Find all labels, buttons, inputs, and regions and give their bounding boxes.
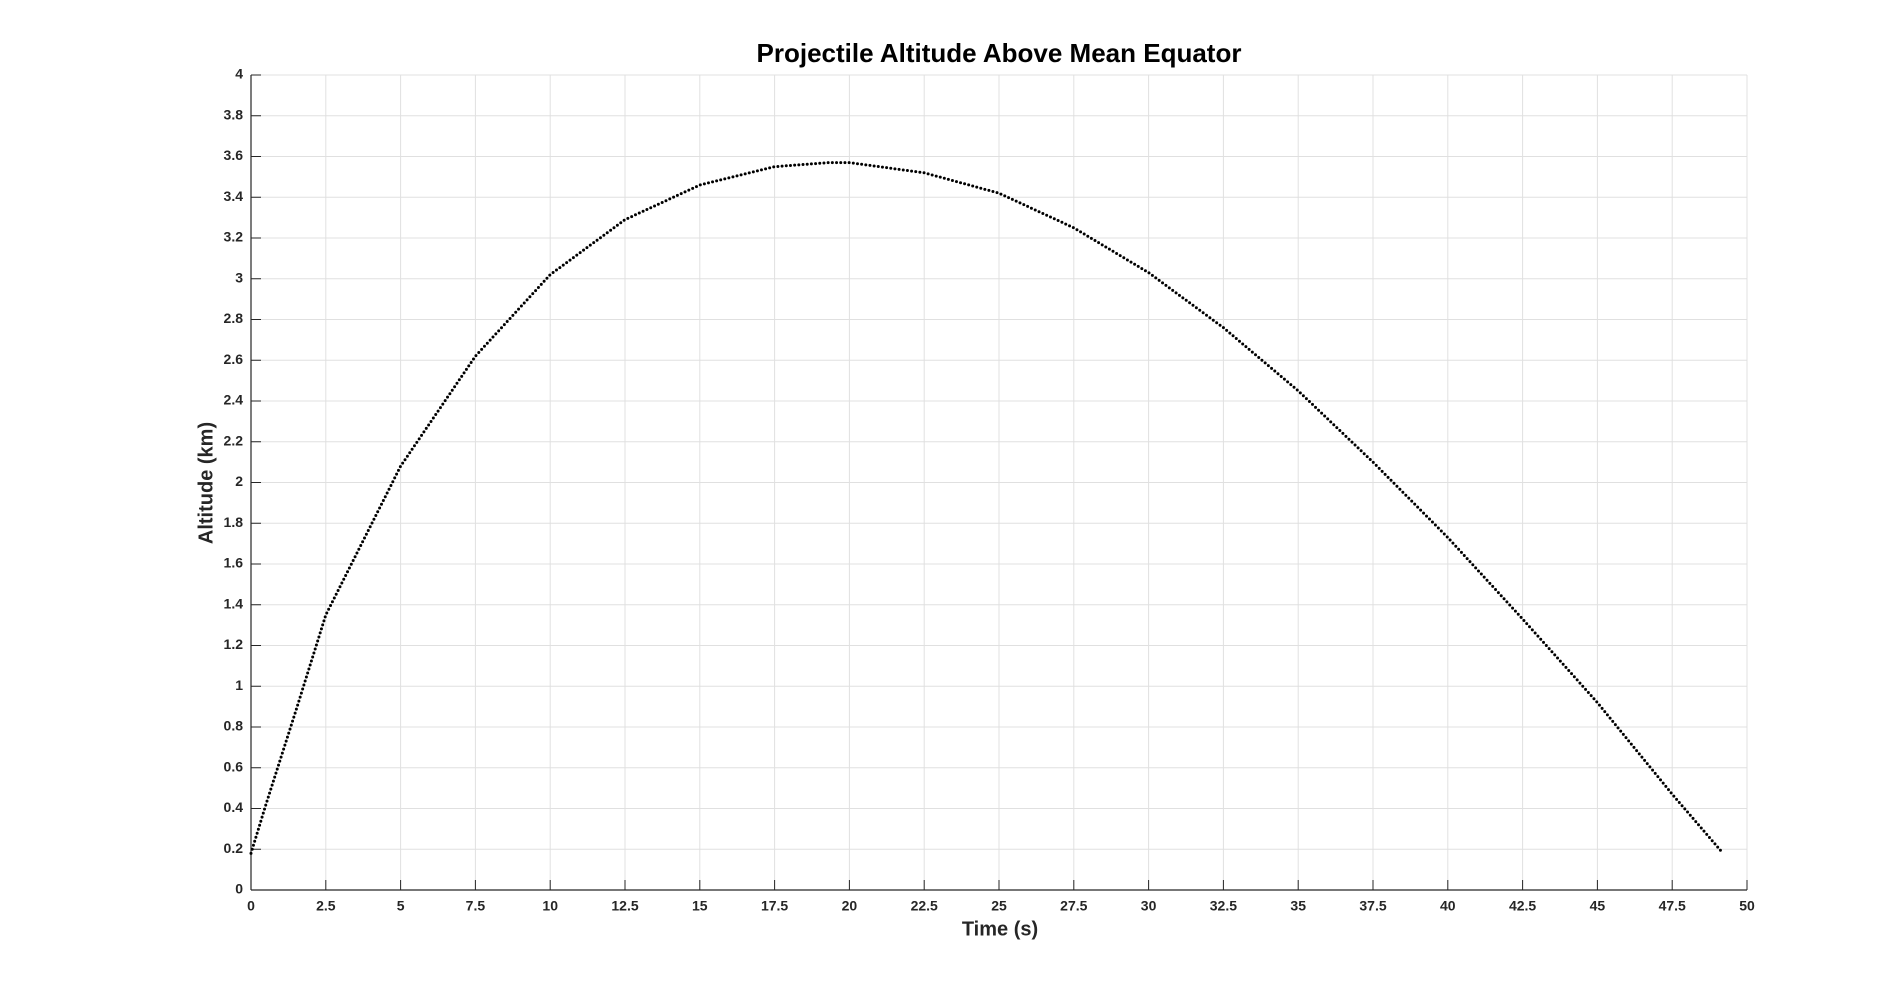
y-tick-label: 0.6 bbox=[224, 758, 244, 774]
x-tick-label: 22.5 bbox=[911, 898, 938, 914]
x-tick-label: 0 bbox=[247, 898, 255, 914]
x-tick-label: 47.5 bbox=[1659, 898, 1686, 914]
data-line bbox=[249, 161, 1725, 855]
x-tick-label: 42.5 bbox=[1509, 898, 1536, 914]
x-tick-label: 17.5 bbox=[761, 898, 788, 914]
y-tick-label: 0.4 bbox=[224, 799, 244, 815]
y-tick-label: 1.2 bbox=[224, 636, 244, 652]
y-tick-label: 2.2 bbox=[224, 432, 244, 448]
y-tick-label: 1 bbox=[235, 677, 243, 693]
x-tick-label: 35 bbox=[1290, 898, 1306, 914]
x-tick-label: 7.5 bbox=[466, 898, 486, 914]
x-tick-label: 10 bbox=[542, 898, 558, 914]
y-tick-label: 1.8 bbox=[224, 514, 244, 530]
y-tick-label: 3.4 bbox=[224, 188, 244, 204]
y-tick-label: 0.2 bbox=[224, 840, 244, 856]
x-tick-label: 50 bbox=[1739, 898, 1755, 914]
y-axis-label: Altitude (km) bbox=[195, 422, 217, 544]
x-axis-label: Time (s) bbox=[962, 918, 1038, 940]
y-tick-label: 0 bbox=[235, 881, 243, 897]
x-tick-label: 37.5 bbox=[1359, 898, 1386, 914]
y-tick-label: 2 bbox=[235, 473, 243, 489]
y-tick-label: 3.8 bbox=[224, 106, 244, 122]
y-tick-label: 3 bbox=[235, 269, 243, 285]
x-tick-label: 2.5 bbox=[316, 898, 336, 914]
x-tick-label: 27.5 bbox=[1060, 898, 1087, 914]
x-tick-label: 5 bbox=[397, 898, 405, 914]
x-tick-label: 15 bbox=[692, 898, 708, 914]
y-tick-label: 2.4 bbox=[224, 392, 244, 408]
x-tick-label: 45 bbox=[1590, 898, 1606, 914]
y-tick-label: 1.6 bbox=[224, 555, 244, 571]
chart-title: Projectile Altitude Above Mean Equator bbox=[757, 38, 1242, 68]
x-tick-label: 20 bbox=[842, 898, 858, 914]
y-tick-label: 3.6 bbox=[224, 147, 244, 163]
x-tick-label: 40 bbox=[1440, 898, 1456, 914]
y-tick-label: 4 bbox=[235, 66, 243, 82]
y-tick-label: 0.8 bbox=[224, 718, 244, 734]
y-tick-label: 3.2 bbox=[224, 229, 244, 245]
y-tick-label: 1.4 bbox=[224, 595, 244, 611]
x-tick-label: 32.5 bbox=[1210, 898, 1237, 914]
x-tick-label: 12.5 bbox=[611, 898, 638, 914]
x-tick-label: 30 bbox=[1141, 898, 1157, 914]
y-tick-label: 2.8 bbox=[224, 310, 244, 326]
y-tick-label: 2.6 bbox=[224, 351, 244, 367]
x-tick-label: 25 bbox=[991, 898, 1007, 914]
